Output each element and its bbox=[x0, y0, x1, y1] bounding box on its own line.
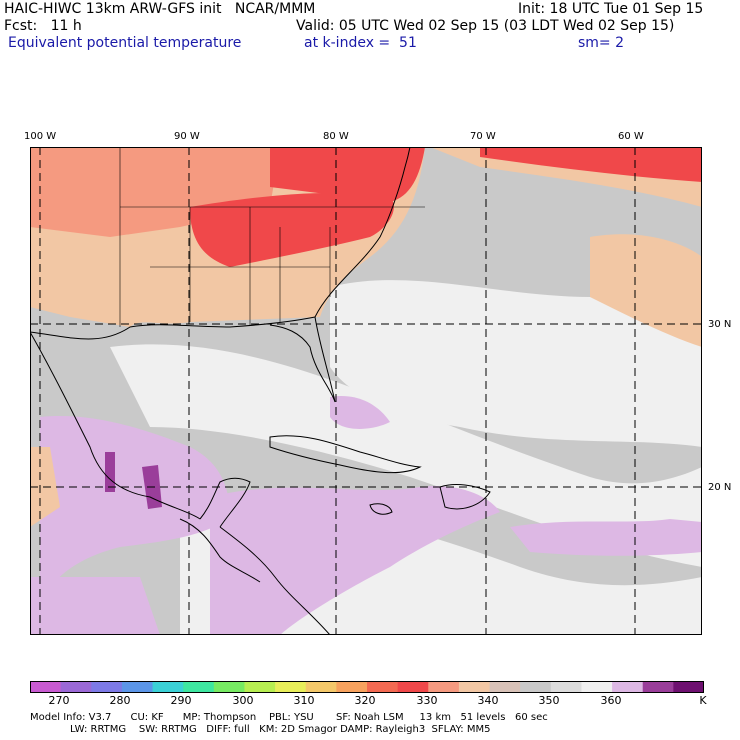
lilac-east-caribbean bbox=[510, 519, 702, 556]
lon-label-60w: 60 W bbox=[618, 131, 644, 142]
model-title: HAIC-HIWC 13km ARW-GFS init NCAR/MMM bbox=[4, 1, 316, 17]
cbar-tick-280: 280 bbox=[109, 694, 131, 707]
lat-label-30n: 30 N bbox=[708, 319, 732, 330]
model-info-line1: Model Info: V3.7 CU: KF MP: Thompson PBL… bbox=[30, 712, 548, 723]
cbar-tick-360: 360 bbox=[600, 694, 622, 707]
level-label: at k-index = 51 bbox=[304, 35, 417, 51]
light-band-gulf bbox=[110, 344, 702, 567]
color-bar-swatch bbox=[581, 681, 613, 693]
color-bar-swatch bbox=[428, 681, 460, 693]
color-bar-swatch bbox=[642, 681, 674, 693]
cbar-tick-300: 300 bbox=[232, 694, 254, 707]
color-bar-swatch bbox=[183, 681, 215, 693]
color-bar-swatch bbox=[121, 681, 154, 693]
hot-us-midatlantic bbox=[270, 147, 425, 202]
color-bar-swatch bbox=[489, 681, 521, 693]
hot-us-southeast bbox=[190, 192, 394, 267]
state-borders bbox=[119, 147, 425, 327]
color-bar-swatch bbox=[91, 681, 123, 693]
color-bar-swatch bbox=[612, 681, 644, 693]
init-time: Init: 18 UTC Tue 01 Sep 15 bbox=[518, 1, 704, 17]
color-bar-swatch bbox=[213, 681, 245, 693]
color-bar-swatch bbox=[275, 681, 307, 693]
color-bar-swatch bbox=[336, 681, 368, 693]
lilac-pacific bbox=[30, 577, 160, 635]
purple-mexico-highlands bbox=[105, 452, 162, 509]
valid-time: Valid: 05 UTC Wed 02 Sep 15 (03 LDT Wed … bbox=[296, 18, 675, 34]
mild-central-atlantic bbox=[590, 234, 702, 347]
lilac-caribbean bbox=[210, 486, 500, 635]
lilac-mexico bbox=[40, 416, 230, 607]
color-bar-swatch bbox=[244, 681, 276, 693]
model-info-line2: LW: RRTMG SW: RRTMG DIFF: full KM: 2D Sm… bbox=[70, 724, 491, 735]
cbar-units: K bbox=[699, 694, 707, 707]
forecast-hour: Fcst: 11 h bbox=[4, 18, 82, 34]
cbar-tick-350: 350 bbox=[538, 694, 560, 707]
lon-label-70w: 70 W bbox=[470, 131, 496, 142]
color-bar-frame bbox=[30, 681, 704, 693]
cbar-tick-290: 290 bbox=[170, 694, 192, 707]
theta-e-map bbox=[30, 147, 702, 635]
cbar-tick-270: 270 bbox=[48, 694, 70, 707]
coastlines bbox=[30, 147, 491, 635]
color-bar-swatch bbox=[305, 681, 337, 693]
lilac-florida-straits bbox=[330, 396, 390, 429]
cbar-tick-340: 340 bbox=[477, 694, 499, 707]
color-bar-swatch bbox=[60, 681, 92, 693]
color-bar-swatch bbox=[367, 681, 399, 693]
hot-north-atlantic bbox=[480, 147, 702, 182]
lon-label-80w: 80 W bbox=[323, 131, 349, 142]
cbar-tick-320: 320 bbox=[354, 694, 376, 707]
lat-label-20n: 20 N bbox=[708, 482, 732, 493]
light-band-atlantic bbox=[330, 280, 702, 447]
color-bar bbox=[30, 681, 704, 693]
cbar-tick-330: 330 bbox=[416, 694, 438, 707]
map-frame bbox=[30, 147, 702, 635]
lon-label-90w: 90 W bbox=[174, 131, 200, 142]
color-bar-swatch bbox=[673, 681, 704, 693]
field-name: Equivalent potential temperature bbox=[8, 35, 242, 51]
color-bar-swatch bbox=[550, 681, 582, 693]
color-bar-swatch bbox=[397, 681, 429, 693]
color-bar-swatch bbox=[520, 681, 552, 693]
lat-lon-grid bbox=[30, 147, 702, 635]
color-bar-swatch bbox=[152, 681, 184, 693]
cbar-tick-310: 310 bbox=[293, 694, 315, 707]
lon-label-100w: 100 W bbox=[24, 131, 57, 142]
smoothing-label: sm= 2 bbox=[578, 35, 625, 51]
color-bar-swatch bbox=[458, 681, 491, 693]
color-bar-swatch bbox=[30, 681, 62, 693]
